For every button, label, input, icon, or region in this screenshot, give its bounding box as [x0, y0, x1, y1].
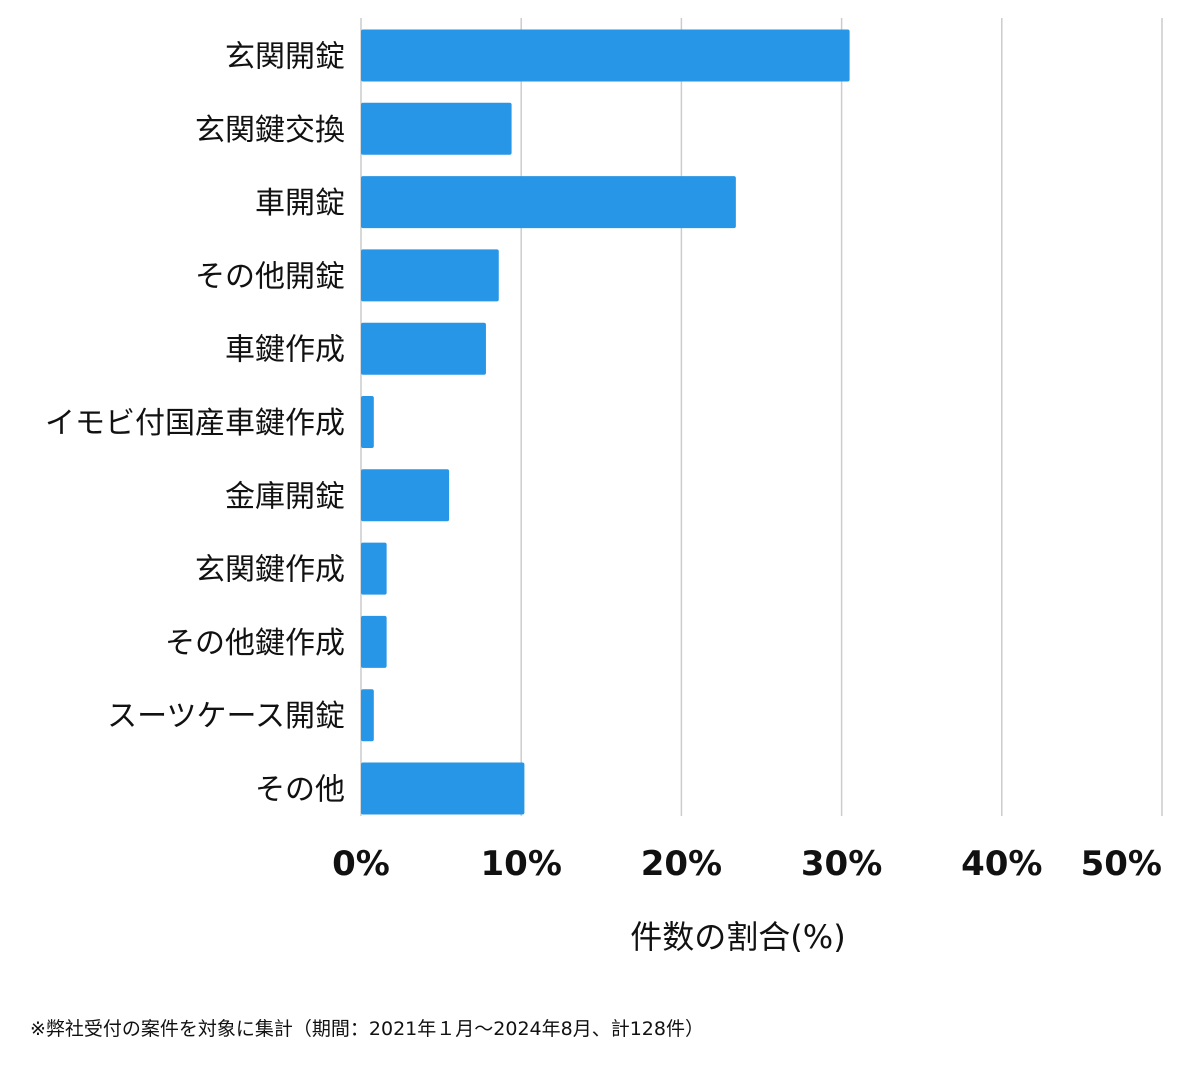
category-label: その他 [255, 773, 345, 808]
x-tick-label: 0% [332, 844, 390, 884]
bar [361, 615, 387, 668]
category-label: その他鍵作成 [165, 626, 345, 661]
x-tick-label: 30% [801, 844, 882, 884]
bar [361, 762, 525, 815]
bar [361, 322, 486, 375]
bar [361, 176, 736, 229]
category-labels: 玄関開錠玄関鍵交換車開錠その他開錠車鍵作成イモビ付国産車鍵作成金庫開錠玄関鍵作成… [45, 40, 345, 808]
category-label: スーツケース開錠 [107, 699, 345, 734]
category-label: 金庫開錠 [225, 479, 345, 514]
category-label: その他開錠 [195, 259, 345, 294]
category-label: イモビ付国産車鍵作成 [45, 406, 345, 441]
bar [361, 29, 850, 82]
x-tick-labels: 0% 10% 20% 30% 40% 50% [332, 844, 1162, 884]
bars [361, 29, 850, 815]
category-label: 玄関鍵作成 [195, 553, 345, 588]
gridlines [360, 18, 1163, 816]
bar-chart: 玄関開錠玄関鍵交換車開錠その他開錠車鍵作成イモビ付国産車鍵作成金庫開錠玄関鍵作成… [45, 18, 1163, 956]
bar [361, 396, 374, 448]
category-label: 車開錠 [255, 186, 345, 221]
bar [361, 469, 450, 522]
x-tick-label: 10% [481, 844, 562, 884]
bar [361, 249, 499, 302]
bar [361, 102, 512, 155]
bar [361, 542, 387, 595]
x-tick-label: 20% [641, 844, 722, 884]
x-tick-label: 40% [961, 844, 1042, 884]
x-tick-label: 50% [1081, 844, 1162, 884]
footnote: ※弊社受付の案件を対象に集計（期間：2021年１月〜2024年8月、計128件） [30, 1018, 704, 1040]
category-label: 玄関開錠 [225, 40, 345, 75]
bar [361, 689, 374, 742]
x-axis-title: 件数の割合(%) [630, 918, 845, 956]
category-label: 玄関鍵交換 [195, 113, 345, 148]
category-label: 車鍵作成 [225, 333, 345, 368]
